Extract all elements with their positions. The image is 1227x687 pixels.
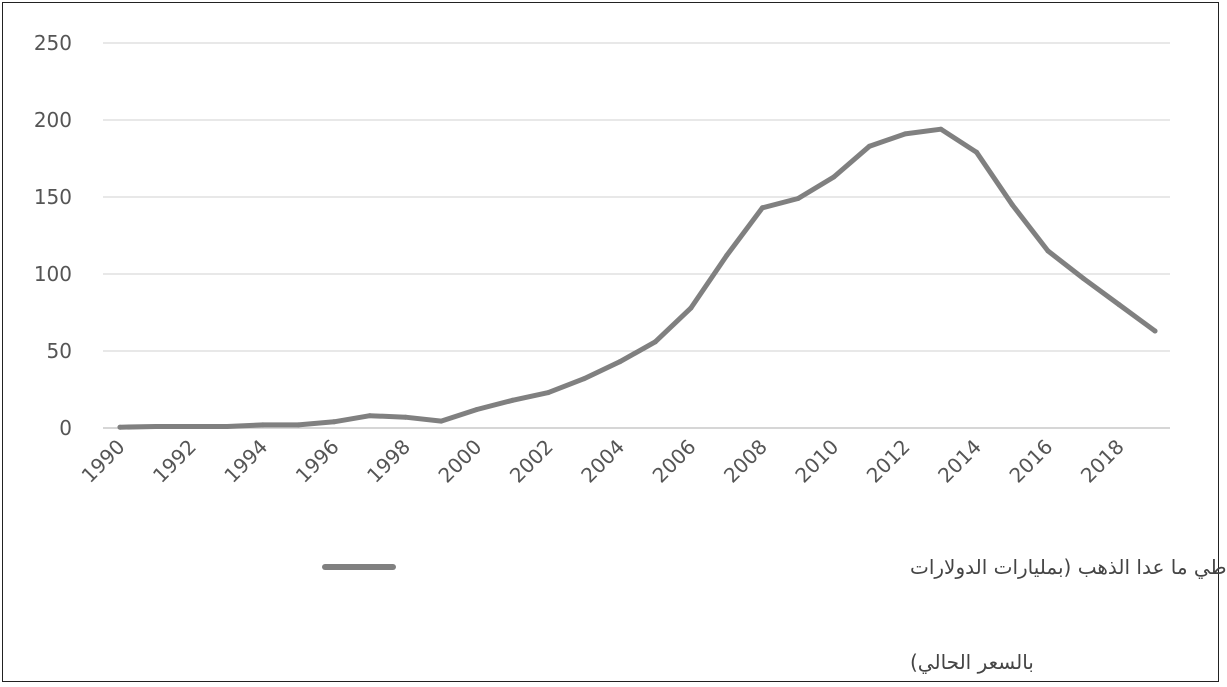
data-point — [652, 339, 658, 345]
series-line-0 — [117, 126, 1158, 430]
x-tick-label: 1998 — [362, 435, 415, 488]
y-tick-label: 0 — [59, 416, 72, 440]
x-tick-label: 2002 — [505, 435, 558, 488]
data-point — [403, 414, 408, 420]
x-tick-label: 1990 — [77, 435, 130, 488]
data-point — [795, 196, 801, 201]
x-tick-label: 2014 — [933, 435, 986, 488]
y-tick-label: 150 — [34, 185, 72, 209]
y-tick-label: 250 — [34, 31, 72, 55]
y-tick-label: 50 — [47, 339, 72, 363]
data-point — [188, 424, 194, 429]
data-point — [260, 422, 266, 428]
data-point — [438, 418, 444, 424]
data-point — [1152, 328, 1158, 334]
data-point — [1045, 248, 1051, 254]
data-point — [153, 424, 159, 429]
data-point — [938, 126, 944, 132]
series-lines — [117, 126, 1158, 430]
legend: مجموع الاحتياطي ما عدا الذهب (بمليارات ا… — [322, 555, 1227, 675]
x-tick-label: 2004 — [576, 435, 629, 488]
x-tick-label: 2000 — [433, 435, 486, 488]
data-point — [1009, 202, 1015, 208]
data-point — [474, 407, 480, 412]
data-point — [1116, 302, 1122, 308]
x-tick-label: 1996 — [291, 435, 344, 488]
data-point — [295, 422, 301, 428]
data-point — [510, 397, 516, 403]
data-point — [581, 376, 587, 382]
data-point — [331, 419, 337, 425]
x-tick-label: 2012 — [862, 435, 915, 488]
data-point — [974, 149, 980, 155]
x-axis-tick-labels: 1990 1992 1994 1996 1998 2000 2002 2004 2006 2008… — [77, 435, 1129, 488]
data-point — [617, 359, 623, 365]
gridlines — [103, 42, 1170, 429]
data-point — [1081, 276, 1087, 282]
data-point — [545, 390, 551, 396]
x-tick-label: 2016 — [1004, 435, 1057, 488]
data-point — [759, 205, 765, 211]
y-tick-label: 100 — [34, 262, 72, 286]
legend-label-line-2: بالسعر الحالي) — [910, 650, 1034, 675]
x-tick-label: 2018 — [1076, 435, 1129, 488]
y-tick-label: 200 — [34, 108, 72, 132]
data-point — [831, 174, 837, 180]
x-tick-label: 1992 — [148, 435, 201, 488]
data-point — [724, 253, 730, 258]
data-point — [688, 305, 694, 311]
x-tick-label: 2008 — [719, 435, 772, 488]
data-point — [224, 424, 230, 429]
legend-label-line-1: مجموع الاحتياطي ما عدا الذهب (بمليارات ا… — [910, 555, 1227, 580]
x-tick-label: 2006 — [648, 435, 701, 488]
x-tick-label: 1994 — [219, 435, 272, 488]
data-point — [367, 413, 373, 419]
x-tick-label: 2010 — [790, 435, 843, 488]
data-point — [902, 131, 908, 137]
y-axis-tick-labels: 0 50 100 150 200 250 — [34, 31, 72, 440]
data-point — [867, 143, 872, 149]
data-point — [117, 424, 123, 430]
